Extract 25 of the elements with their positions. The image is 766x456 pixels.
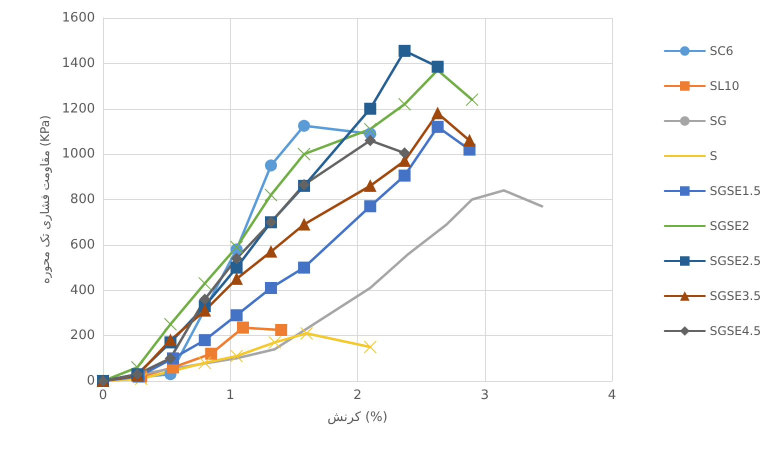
legend-label: SL10	[710, 79, 740, 93]
y-tick-label: 1000	[62, 146, 95, 162]
x-tick-label: 2	[353, 388, 362, 403]
y-tick-label: 400	[70, 282, 95, 298]
x-tick-label: 0	[98, 388, 108, 403]
y-tick-label: 1400	[62, 56, 95, 71]
y-tick-label: 200	[70, 328, 95, 344]
x-tick-label: 1	[226, 388, 234, 403]
y-axis-title: مقاومت فشاری تک محوره (KPa)	[38, 115, 52, 284]
legend-label: SG	[710, 114, 727, 128]
legend-label: SGSE2	[710, 219, 750, 233]
legend-label: SGSE2.5	[710, 254, 762, 268]
x-tick-label: 4	[608, 388, 616, 403]
legend-label: SGSE3.5	[710, 289, 762, 303]
y-tick-label: 1200	[62, 101, 95, 116]
y-tick-label: 800	[70, 192, 95, 207]
legend-label: SC6	[710, 44, 734, 58]
x-axis-title: کرنش (%)	[327, 410, 388, 425]
legend-label: SGSE4.5	[710, 324, 762, 338]
y-tick-label: 600	[70, 237, 95, 252]
legend-label: S	[710, 149, 718, 163]
legend-label: SGSE1.5	[710, 184, 762, 198]
x-tick-label: 3	[480, 388, 489, 403]
y-tick-label: 1600	[62, 10, 95, 26]
y-tick-label: 0	[86, 374, 95, 388]
